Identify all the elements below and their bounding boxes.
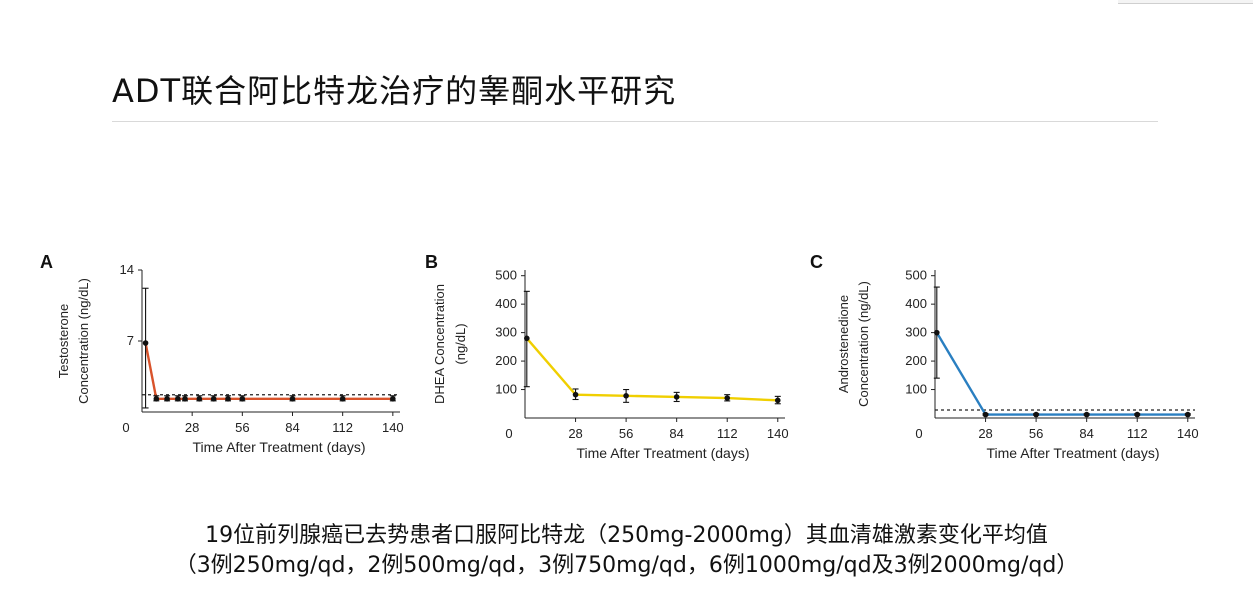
caption-line-2: （3例250mg/qd，2例500mg/qd，3例750mg/qd，6例1000… bbox=[174, 553, 1079, 578]
y-tick-label: 200 bbox=[495, 353, 517, 368]
x-tick-label: 112 bbox=[1127, 426, 1148, 441]
y-tick-label: 500 bbox=[495, 268, 517, 283]
x-tick-label: 0 bbox=[122, 420, 129, 435]
x-tick-label: 56 bbox=[619, 426, 633, 441]
y-axis-title: Concentration (ng/dL) bbox=[76, 278, 91, 404]
panel-b-dhea: B 0 28 56 84 112 140 100 200 300 400 500 Time After … bbox=[425, 252, 789, 461]
x-tick-label: 140 bbox=[382, 420, 404, 435]
data-point bbox=[225, 396, 231, 402]
data-point bbox=[339, 396, 346, 402]
data-point bbox=[142, 340, 149, 346]
y-axis-title: (ng/dL) bbox=[453, 323, 468, 364]
data-point bbox=[1134, 411, 1141, 418]
data-point bbox=[1184, 411, 1191, 418]
x-tick-label: 112 bbox=[717, 426, 738, 441]
x-tick-label: 140 bbox=[767, 426, 789, 441]
x-tick-label: 28 bbox=[568, 426, 582, 441]
series-line bbox=[144, 342, 393, 401]
panel-letter: A bbox=[40, 252, 53, 272]
data-point bbox=[164, 396, 170, 402]
y-tick-label: 300 bbox=[495, 325, 517, 340]
data-point bbox=[982, 411, 989, 418]
data-point bbox=[572, 391, 579, 398]
data-point bbox=[175, 396, 181, 402]
y-tick-label: 400 bbox=[495, 296, 517, 311]
data-point bbox=[623, 393, 629, 399]
data-point bbox=[210, 396, 217, 402]
x-tick-label: 56 bbox=[235, 420, 249, 435]
data-point bbox=[196, 396, 203, 402]
x-tick-label: 84 bbox=[1079, 426, 1093, 441]
y-tick-label: 100 bbox=[495, 382, 517, 397]
x-tick-label: 112 bbox=[332, 420, 353, 435]
y-axis-title: DHEA Concentration bbox=[432, 284, 447, 404]
data-point bbox=[934, 329, 940, 336]
panel-letter: B bbox=[425, 252, 438, 272]
x-tick-label: 56 bbox=[1029, 426, 1043, 441]
x-tick-label: 0 bbox=[505, 426, 512, 441]
y-tick-label: 100 bbox=[905, 382, 927, 397]
data-point bbox=[724, 395, 731, 401]
y-axis-title: Concentration (ng/dL) bbox=[856, 281, 871, 407]
slide-title: ADT联合阿比特龙治疗的睾酮水平研究 bbox=[112, 72, 677, 110]
series-line bbox=[935, 332, 1188, 416]
y-axis-title: Androstenedione bbox=[836, 295, 851, 393]
y-tick-label: 400 bbox=[905, 296, 927, 311]
caption-line-1: 19位前列腺癌已去势患者口服阿比特龙（250mg-2000mg）其血清雄激素变化… bbox=[205, 523, 1048, 548]
y-tick-label: 200 bbox=[905, 353, 927, 368]
y-axis-title: Testosterone bbox=[56, 304, 71, 378]
series-line bbox=[525, 337, 778, 402]
panel-c-androstenedione: C 0 28 56 84 112 140 100 200 300 400 500 Time After … bbox=[810, 252, 1199, 461]
data-point bbox=[673, 394, 680, 400]
x-tick-label: 28 bbox=[185, 420, 199, 435]
title-divider bbox=[112, 121, 1158, 122]
x-axis-title: Time After Treatment (days) bbox=[193, 439, 366, 455]
panel-letter: C bbox=[810, 252, 823, 272]
corner-decoration bbox=[1118, 0, 1253, 4]
data-point bbox=[390, 396, 396, 402]
y-tick-label: 14 bbox=[120, 262, 134, 277]
data-point bbox=[239, 396, 246, 402]
data-point bbox=[182, 396, 188, 402]
data-point bbox=[289, 396, 296, 402]
panel-a-testosterone: A 0 28 56 84 112 140 7 14 Time After Treatment (d… bbox=[40, 252, 404, 455]
data-point bbox=[1033, 411, 1039, 418]
y-tick-label: 7 bbox=[127, 333, 134, 348]
data-point bbox=[153, 396, 160, 402]
x-tick-label: 0 bbox=[915, 426, 922, 441]
x-tick-label: 140 bbox=[1177, 426, 1199, 441]
data-point bbox=[524, 335, 530, 342]
data-point bbox=[774, 397, 781, 404]
x-tick-label: 84 bbox=[669, 426, 683, 441]
x-tick-label: 84 bbox=[285, 420, 299, 435]
y-tick-label: 500 bbox=[905, 268, 927, 283]
data-point bbox=[1083, 411, 1090, 418]
x-axis-title: Time After Treatment (days) bbox=[577, 445, 750, 461]
x-axis-title: Time After Treatment (days) bbox=[987, 445, 1160, 461]
x-tick-label: 28 bbox=[978, 426, 992, 441]
y-tick-label: 300 bbox=[905, 325, 927, 340]
